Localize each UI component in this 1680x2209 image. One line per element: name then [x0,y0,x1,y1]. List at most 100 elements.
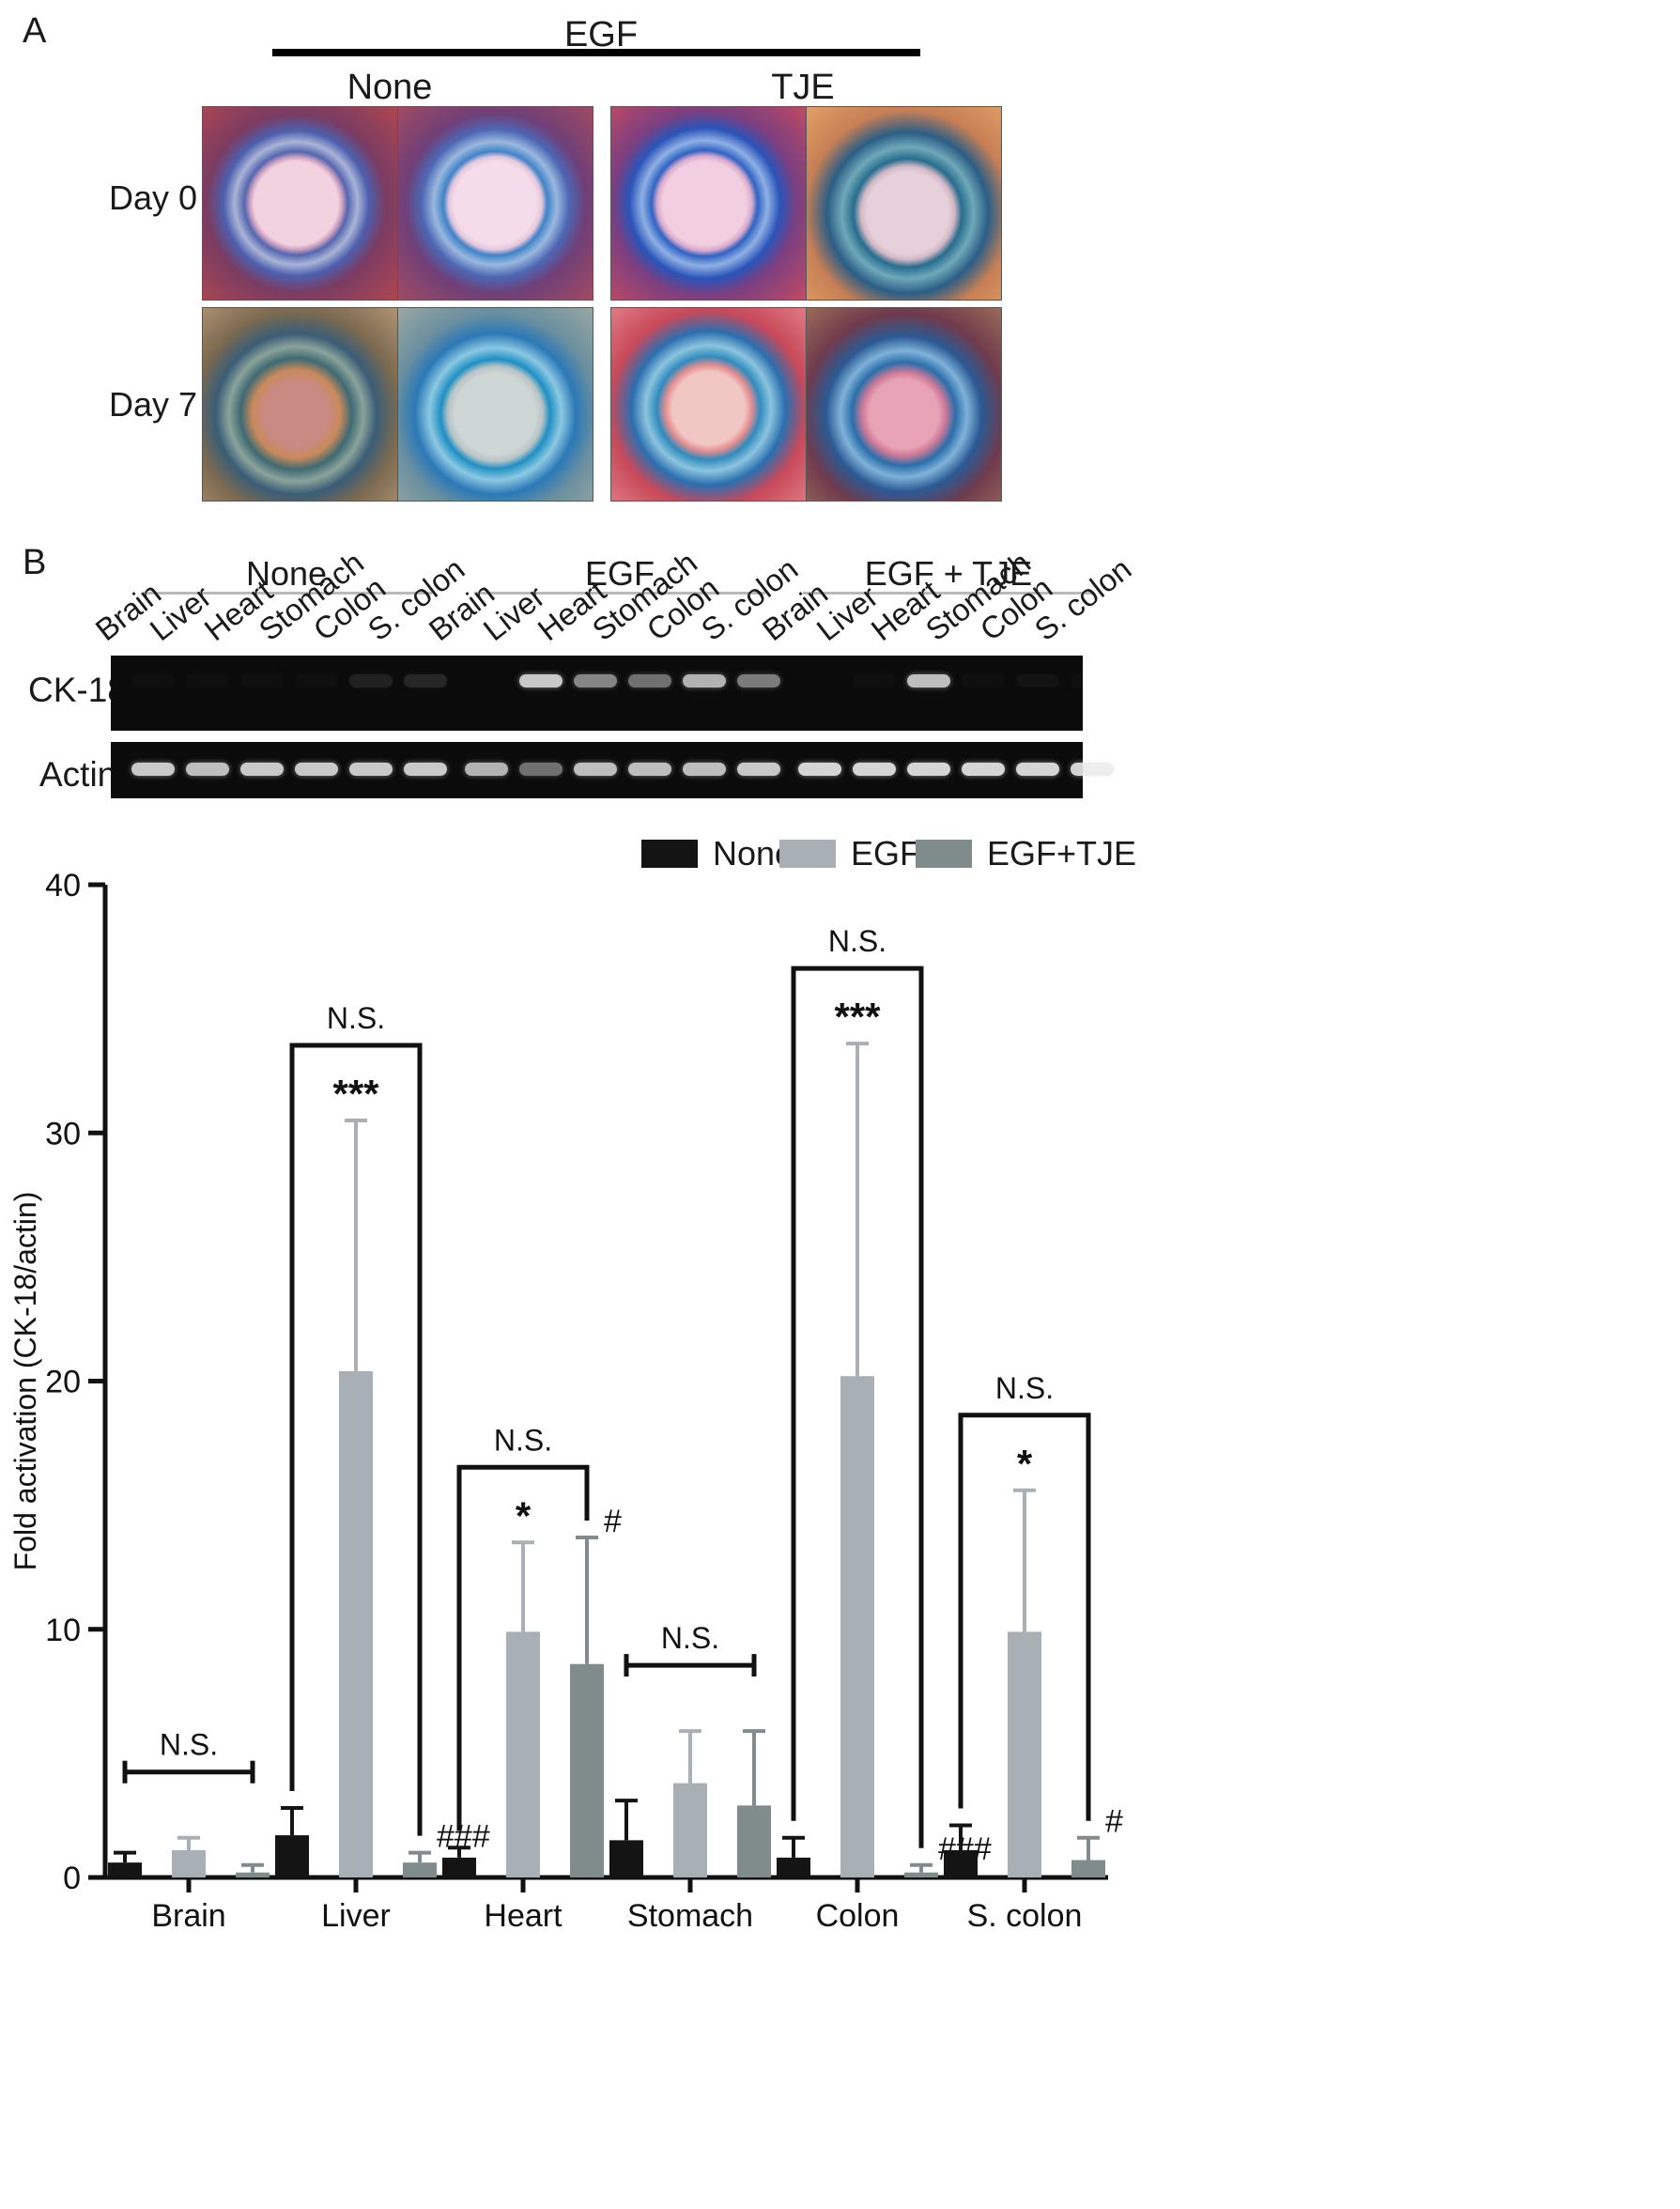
gel-band-ck18 [404,674,447,687]
row-label-day7: Day 7 [109,385,198,424]
gel-band-ck18 [683,674,726,687]
egf-header-bar [272,49,920,56]
bar-egf-tje [403,1862,437,1877]
x-tick-label: Colon [816,1898,900,1934]
photo-day7-tje-2 [806,307,1002,502]
bar-egf-tje [570,1663,604,1877]
gel-band-actin [465,763,508,776]
bar-none [609,1840,643,1877]
y-tick-label: 10 [45,1613,81,1648]
legend-swatch-egf [779,840,836,868]
significance-hash: # [1105,1804,1123,1840]
gel-band-ck18 [295,674,338,687]
ns-bracket [456,1464,590,1831]
gel-band-actin [628,763,671,776]
gel-band-ck18 [131,674,175,687]
gel-actin [111,742,1114,798]
egf-header: EGF [563,15,639,54]
gel-band-ck18 [519,674,563,687]
photo-day0-none-1 [202,106,398,301]
gel-band-ck18 [907,674,950,687]
significance-star: *** [332,1072,379,1116]
gel-group-egf-line [474,592,765,595]
y-tick-label: 20 [45,1365,81,1400]
legend-egf: EGF [779,834,920,873]
ns-label: N.S. [327,1001,385,1035]
x-tick-label: Liver [321,1898,391,1934]
y-tick-label: 0 [63,1861,81,1896]
gel-band-ck18 [853,674,896,687]
gel-band-ck18 [574,674,617,687]
legend-label-egf-tje: EGF+TJE [987,834,1137,873]
bar-egf [172,1849,206,1877]
x-tick-label: Brain [151,1898,225,1934]
bar-egf [506,1631,540,1877]
significance-hash: # [604,1504,622,1539]
gel-band-actin [295,763,338,776]
gel-band-actin [1016,763,1059,776]
ns-label: N.S. [828,924,886,958]
legend-swatch-egf-tje [916,840,972,868]
gel-band-actin [683,763,726,776]
bar-egf-tje [904,1872,938,1877]
row-label-day0: Day 0 [109,178,198,217]
y-axis-label: Fold activation (CK-18/actin) [8,1192,42,1571]
gel-group-egf-tje: EGF + TJE [864,554,1033,593]
gel-band-ck18 [962,674,1005,687]
gel-band-ck18 [186,674,229,687]
ns-bracket [791,965,924,1848]
gel-band-ck18 [628,674,671,687]
panel-a-letter: A [23,11,47,51]
bar-none [777,1857,810,1877]
ns-label: N.S. [661,1621,719,1655]
bar-none [944,1849,978,1877]
gel-band-ck18 [1071,674,1114,687]
gel-group-egf: EGF [584,554,655,593]
y-tick-label: 40 [45,868,81,904]
gel-band-ck18 [240,674,284,687]
gel-band-actin [962,763,1005,776]
x-tick-label: S. colon [967,1898,1083,1934]
ns-bracket [289,1043,423,1836]
gel-band-actin [907,763,950,776]
gel-band-actin [853,763,896,776]
gel-group-none: None [245,554,328,593]
gel-band-actin [349,763,393,776]
significance-star: * [516,1493,532,1537]
bar-none [275,1835,309,1877]
legend-label-egf: EGF [851,834,921,873]
gel-band-actin [737,763,780,776]
gel-label-ck18: CK-18 [28,671,127,709]
ns-label: N.S. [995,1371,1054,1405]
significance-star: *** [834,995,881,1039]
gel-band-actin [1071,763,1114,776]
gel-band-actin [798,763,841,776]
gel-band-ck18 [737,674,780,687]
photo-day0-none-2 [397,106,593,301]
gel-band-ck18 [349,674,393,687]
bar-egf-tje [1071,1860,1105,1877]
gel-group-egf-tje-line [803,592,1094,595]
gel-band-actin [404,763,447,776]
group-label-tje: TJE [771,68,835,107]
bar-egf [673,1783,707,1877]
photo-day7-none-1 [202,307,398,502]
panel-b-letter: B [23,543,47,582]
photo-day7-none-2 [397,307,593,502]
bar-egf [840,1376,874,1877]
ns-label: N.S. [494,1423,552,1457]
legend-egf-tje: EGF+TJE [916,834,1136,873]
y-tick-label: 30 [45,1116,81,1151]
bar-none [108,1862,142,1877]
bar-egf-tje [737,1805,771,1877]
gel-band-actin [574,763,617,776]
x-tick-label: Heart [484,1898,563,1934]
bar-egf [1008,1631,1041,1877]
gel-band-actin [186,763,229,776]
gel-band-actin [131,763,175,776]
bar-egf-tje [236,1872,270,1877]
gel-band-actin [240,763,284,776]
bar-chart: 0 10 20 30 40 Fold activation (CK-18/actin) Br… [8,868,1123,1934]
photo-day0-tje-1 [610,106,807,301]
gel-band-actin [519,763,563,776]
